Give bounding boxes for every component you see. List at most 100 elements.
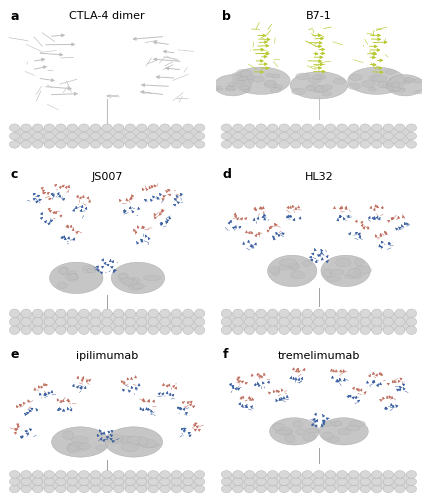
Circle shape xyxy=(21,478,31,486)
Circle shape xyxy=(348,318,359,326)
Ellipse shape xyxy=(236,69,250,76)
Text: b: b xyxy=(222,10,231,22)
Circle shape xyxy=(44,318,55,326)
Circle shape xyxy=(302,478,313,486)
Circle shape xyxy=(406,140,417,148)
Circle shape xyxy=(9,140,20,148)
Ellipse shape xyxy=(369,74,383,81)
Circle shape xyxy=(360,485,370,492)
Ellipse shape xyxy=(289,263,299,268)
Ellipse shape xyxy=(69,270,77,277)
Circle shape xyxy=(256,318,266,326)
Ellipse shape xyxy=(336,258,351,267)
Circle shape xyxy=(268,470,278,478)
Circle shape xyxy=(406,318,417,326)
Circle shape xyxy=(195,478,205,486)
Circle shape xyxy=(160,318,170,326)
Circle shape xyxy=(325,124,336,132)
Circle shape xyxy=(348,485,359,492)
Ellipse shape xyxy=(290,72,348,99)
Circle shape xyxy=(371,478,382,486)
Ellipse shape xyxy=(58,268,68,274)
Circle shape xyxy=(302,140,313,148)
Circle shape xyxy=(360,470,370,478)
Circle shape xyxy=(302,470,313,478)
Text: HL32: HL32 xyxy=(305,172,333,181)
Circle shape xyxy=(406,478,417,486)
Circle shape xyxy=(314,478,324,486)
Circle shape xyxy=(67,318,78,326)
Ellipse shape xyxy=(68,274,78,280)
Circle shape xyxy=(245,124,255,132)
Circle shape xyxy=(268,478,278,486)
Ellipse shape xyxy=(270,418,319,445)
Ellipse shape xyxy=(382,83,393,88)
Ellipse shape xyxy=(403,78,411,81)
Circle shape xyxy=(102,140,112,148)
Ellipse shape xyxy=(368,88,376,91)
Circle shape xyxy=(79,326,89,334)
Circle shape xyxy=(314,318,324,326)
Ellipse shape xyxy=(392,81,400,85)
Circle shape xyxy=(371,124,382,132)
Circle shape xyxy=(113,326,124,334)
Ellipse shape xyxy=(237,78,243,80)
Circle shape xyxy=(137,470,147,478)
Circle shape xyxy=(113,124,124,132)
Circle shape xyxy=(195,485,205,492)
Circle shape xyxy=(148,318,158,326)
Ellipse shape xyxy=(338,428,351,435)
Circle shape xyxy=(314,326,324,334)
Ellipse shape xyxy=(111,262,165,294)
Circle shape xyxy=(371,132,382,140)
Circle shape xyxy=(233,132,243,140)
Circle shape xyxy=(406,124,417,132)
Circle shape xyxy=(406,485,417,492)
Circle shape xyxy=(314,309,324,318)
Ellipse shape xyxy=(391,87,400,91)
Circle shape xyxy=(160,132,170,140)
Circle shape xyxy=(160,309,170,318)
Circle shape xyxy=(221,478,231,486)
Circle shape xyxy=(125,485,135,492)
Circle shape xyxy=(221,132,231,140)
Circle shape xyxy=(32,140,43,148)
Ellipse shape xyxy=(232,72,246,79)
Ellipse shape xyxy=(52,427,109,457)
Circle shape xyxy=(268,140,278,148)
Ellipse shape xyxy=(66,273,78,281)
Circle shape xyxy=(125,309,135,318)
Ellipse shape xyxy=(69,446,87,451)
Circle shape xyxy=(171,309,181,318)
Circle shape xyxy=(21,470,31,478)
Circle shape xyxy=(148,326,158,334)
Circle shape xyxy=(360,318,370,326)
Ellipse shape xyxy=(391,90,397,92)
Circle shape xyxy=(56,485,66,492)
Circle shape xyxy=(137,485,147,492)
Circle shape xyxy=(256,470,266,478)
Ellipse shape xyxy=(387,74,424,96)
Ellipse shape xyxy=(118,274,128,282)
Circle shape xyxy=(195,132,205,140)
Ellipse shape xyxy=(252,76,264,82)
Circle shape xyxy=(160,485,170,492)
Circle shape xyxy=(360,309,370,318)
Circle shape xyxy=(245,478,255,486)
Circle shape xyxy=(171,132,181,140)
Ellipse shape xyxy=(272,74,280,78)
Circle shape xyxy=(21,132,31,140)
Circle shape xyxy=(44,140,55,148)
Circle shape xyxy=(233,140,243,148)
Circle shape xyxy=(371,485,382,492)
Ellipse shape xyxy=(377,82,391,88)
Circle shape xyxy=(302,326,313,334)
Ellipse shape xyxy=(270,266,279,273)
Circle shape xyxy=(245,309,255,318)
Circle shape xyxy=(67,326,78,334)
Ellipse shape xyxy=(130,278,140,285)
Circle shape xyxy=(44,326,55,334)
Circle shape xyxy=(171,318,181,326)
Circle shape xyxy=(348,309,359,318)
Ellipse shape xyxy=(373,76,387,82)
